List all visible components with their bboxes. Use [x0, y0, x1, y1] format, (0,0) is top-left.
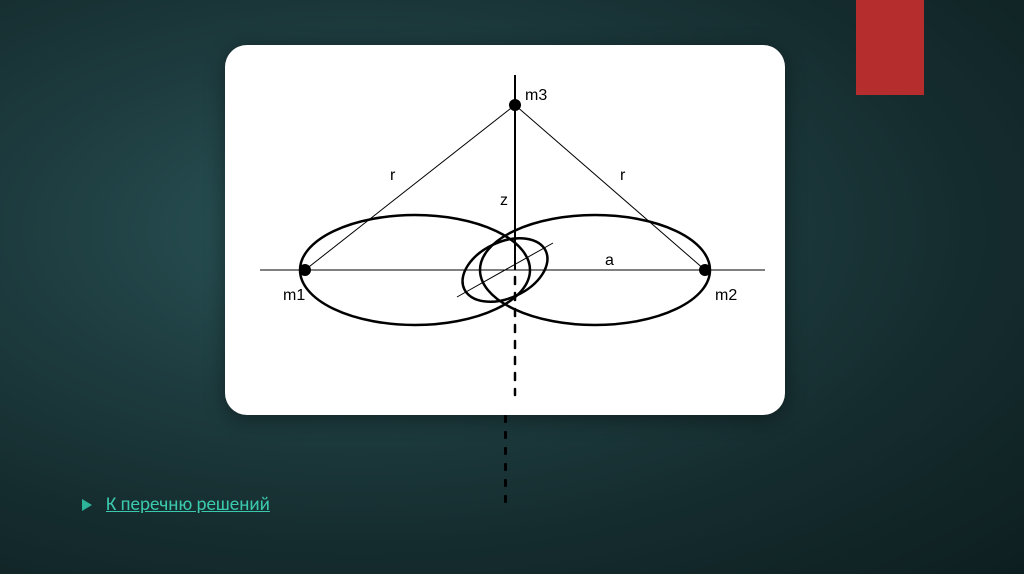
accent-block [856, 0, 924, 95]
play-marker-icon [82, 499, 92, 511]
point-m3 [509, 99, 521, 111]
label-r-left: r [390, 167, 396, 184]
label-m2: m2 [715, 287, 737, 304]
line-r-left [305, 105, 515, 270]
label-m3: m3 [525, 87, 547, 104]
point-m2 [699, 264, 711, 276]
label-z: z [500, 192, 508, 209]
vertical-axis-extension [504, 415, 506, 515]
physics-diagram: m1 m2 m3 r r z a [225, 45, 785, 415]
label-r-right: r [620, 167, 626, 184]
solutions-link[interactable]: К перечню решений [106, 493, 270, 516]
label-m1: m1 [283, 287, 305, 304]
label-a: a [605, 252, 614, 269]
point-m1 [299, 264, 311, 276]
line-r-right [515, 105, 705, 270]
diagram-card: m1 m2 m3 r r z a [225, 45, 785, 415]
solutions-link-row[interactable]: К перечню решений [82, 493, 270, 516]
